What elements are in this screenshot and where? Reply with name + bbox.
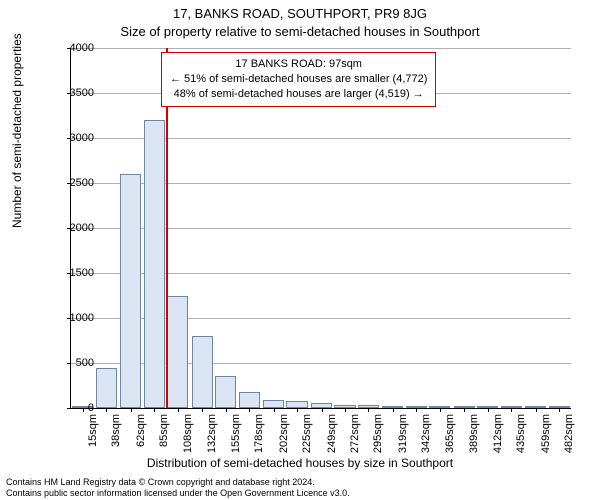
x-tick-mark (297, 408, 298, 412)
x-tick-mark (178, 408, 179, 412)
x-tick-mark (559, 408, 560, 412)
histogram-bar (120, 174, 141, 408)
footer-line-1: Contains HM Land Registry data © Crown c… (6, 477, 350, 487)
page-subtitle: Size of property relative to semi-detach… (0, 24, 600, 39)
annotation-line-1: ← 51% of semi-detached houses are smalle… (170, 72, 427, 87)
x-tick-mark (131, 408, 132, 412)
x-tick-mark (202, 408, 203, 412)
annotation-line-0: 17 BANKS ROAD: 97sqm (170, 57, 427, 72)
annotation-line-2: 48% of semi-detached houses are larger (… (170, 87, 427, 102)
x-tick-mark (368, 408, 369, 412)
y-tick-label: 4000 (44, 42, 94, 54)
histogram-bar (239, 392, 260, 408)
x-tick-mark (154, 408, 155, 412)
y-tick-label: 3500 (44, 87, 94, 99)
y-tick-label: 2000 (44, 222, 94, 234)
y-tick-label: 0 (44, 402, 94, 414)
x-tick-mark (464, 408, 465, 412)
histogram-bar (167, 296, 188, 409)
y-tick-label: 500 (44, 357, 94, 369)
histogram-bar (215, 376, 236, 408)
x-tick-mark (416, 408, 417, 412)
annotation-box: 17 BANKS ROAD: 97sqm← 51% of semi-detach… (161, 52, 436, 107)
x-tick-mark (536, 408, 537, 412)
histogram-bar (286, 401, 307, 408)
footer-attribution: Contains HM Land Registry data © Crown c… (6, 477, 350, 498)
histogram-bar (144, 120, 165, 408)
y-tick-label: 3000 (44, 132, 94, 144)
x-tick-mark (511, 408, 512, 412)
y-tick-label: 1000 (44, 312, 94, 324)
x-tick-mark (393, 408, 394, 412)
histogram-bar (96, 368, 117, 408)
gridline-h (71, 48, 571, 49)
y-tick-label: 2500 (44, 177, 94, 189)
y-axis-label: Number of semi-detached properties (10, 33, 24, 228)
x-axis-label: Distribution of semi-detached houses by … (0, 456, 600, 470)
x-tick-mark (274, 408, 275, 412)
histogram-plot: 17 BANKS ROAD: 97sqm← 51% of semi-detach… (70, 48, 571, 409)
x-tick-mark (226, 408, 227, 412)
histogram-bar (263, 400, 284, 408)
x-tick-mark (106, 408, 107, 412)
page-title-address: 17, BANKS ROAD, SOUTHPORT, PR9 8JG (0, 6, 600, 21)
x-tick-mark (249, 408, 250, 412)
x-tick-mark (322, 408, 323, 412)
y-tick-label: 1500 (44, 267, 94, 279)
histogram-bar (192, 336, 213, 408)
x-tick-mark (345, 408, 346, 412)
footer-line-2: Contains public sector information licen… (6, 488, 350, 498)
x-tick-mark (440, 408, 441, 412)
x-tick-mark (488, 408, 489, 412)
